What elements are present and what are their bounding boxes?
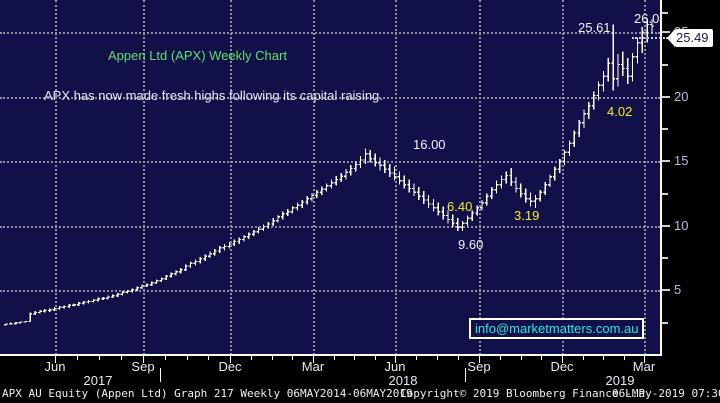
date-axis-minor-tick [121,356,122,360]
date-axis-minor-tick [208,356,210,360]
email-watermark: info@marketmatters.com.au [469,318,645,339]
date-axis-tick [562,356,563,363]
price-axis-tick [662,31,670,34]
date-axis-label: Sep [131,359,155,374]
gridline-vertical [55,0,57,355]
date-axis-tick [644,356,645,363]
date-axis-minor-tick [77,356,78,360]
price-axis-tick [662,95,670,98]
date-axis-line [0,354,662,356]
gridline-vertical [479,0,481,355]
gridline-vertical [644,0,646,355]
date-axis-minor-tick [271,356,273,360]
price-axis-line [660,0,662,356]
date-axis-minor-tick [292,356,294,360]
price-axis-tick [662,224,670,227]
date-axis-tick [55,356,56,363]
status-bar: APX AU Equity (Appen Ltd) Graph 217 Week… [0,385,720,403]
last-price-value: 25.49 [675,29,713,47]
year-axis-label: 2019 [605,373,635,388]
footer-security-info: APX AU Equity (Appen Ltd) Graph 217 Week… [2,387,413,400]
price-axis-minor-tick [662,321,668,324]
date-axis-minor-tick [603,356,604,360]
annotation-high-16: 16.00 [413,137,446,152]
date-axis-tick [143,356,144,363]
date-axis-label: Mar [632,359,656,374]
date-axis-tick [313,356,314,363]
date-axis-minor-tick [499,356,501,360]
date-axis-minor-tick [520,356,522,360]
date-axis-minor-tick [333,356,335,360]
year-axis-label: 2017 [83,373,113,388]
gridline-vertical [230,0,232,355]
date-axis-minor-tick [99,356,100,360]
date-axis-minor-tick [582,356,584,360]
annotation-high-25-61: 25.61 [578,20,611,35]
gridline-horizontal [0,32,660,35]
price-axis-minor-tick [662,128,668,131]
price-axis-label: 10 [674,217,689,233]
date-axis-label: Dec [218,359,242,374]
gridline-horizontal [0,161,660,164]
gridline-horizontal [0,225,660,228]
date-axis-label: Mar [301,359,325,374]
footer-copyright: Copyright© 2019 Bloomberg Finance L.P. [400,387,652,400]
date-axis-minor-tick [250,356,252,360]
date-axis-tick [479,356,480,363]
year-axis-label: 2018 [388,373,418,388]
price-axis-tick [662,289,670,292]
date-axis-tick [395,356,396,363]
gridline-vertical [562,0,564,355]
price-axis-minor-tick [662,63,668,66]
annotation-low-9-60: 9.60 [458,237,484,252]
date-axis-minor-tick [164,356,166,360]
annotation-high-26-03: 26.03 [634,11,660,26]
annotation-move-4-02: 4.02 [607,104,633,119]
date-axis-tick [230,356,231,363]
date-axis-minor-tick [541,356,543,360]
year-separator [160,368,161,382]
date-axis-label: Jun [384,359,406,374]
date-axis-minor-tick [623,356,625,360]
price-axis-label: 20 [674,88,689,104]
last-price-tag: 25.49 [667,29,713,47]
footer-timestamp: 06-May-2019 07:30:51 [612,387,720,400]
date-axis-minor-tick [186,356,188,360]
price-tag-arrow-icon [667,29,675,47]
ohlc-price-bars [4,18,654,326]
date-axis-label: Sep [467,359,491,374]
gridline-vertical [313,0,315,355]
gridline-horizontal [0,290,660,293]
price-axis-minor-tick [662,257,668,260]
price-axis-tick [662,160,670,163]
date-axis-minor-tick [416,356,417,360]
chart-subtitle: APX has now made fresh highs following i… [44,88,383,103]
date-axis-minor-tick [437,356,438,360]
year-separator [465,368,466,382]
gridline-vertical [143,0,145,355]
date-axis-minor-tick [458,356,459,360]
gridline-horizontal [0,96,660,99]
price-axis-label: 15 [674,153,689,169]
annotation-move-6-40: 6.40 [447,199,473,214]
price-axis-minor-tick [662,11,668,14]
price-axis-label: 5 [674,282,682,298]
date-axis-label: Jun [44,359,66,374]
date-axis-label: Dec [550,359,574,374]
price-axis-minor-tick [662,192,668,195]
date-axis-minor-tick [354,356,355,360]
date-axis-minor-tick [374,356,376,360]
annotation-move-3-19: 3.19 [514,208,540,223]
chart-title: Appen Ltd (APX) Weekly Chart [108,48,287,63]
last-price-leader-line [632,37,668,39]
chart-plot-area[interactable]: Appen Ltd (APX) Weekly Chart APX has now… [0,0,660,355]
